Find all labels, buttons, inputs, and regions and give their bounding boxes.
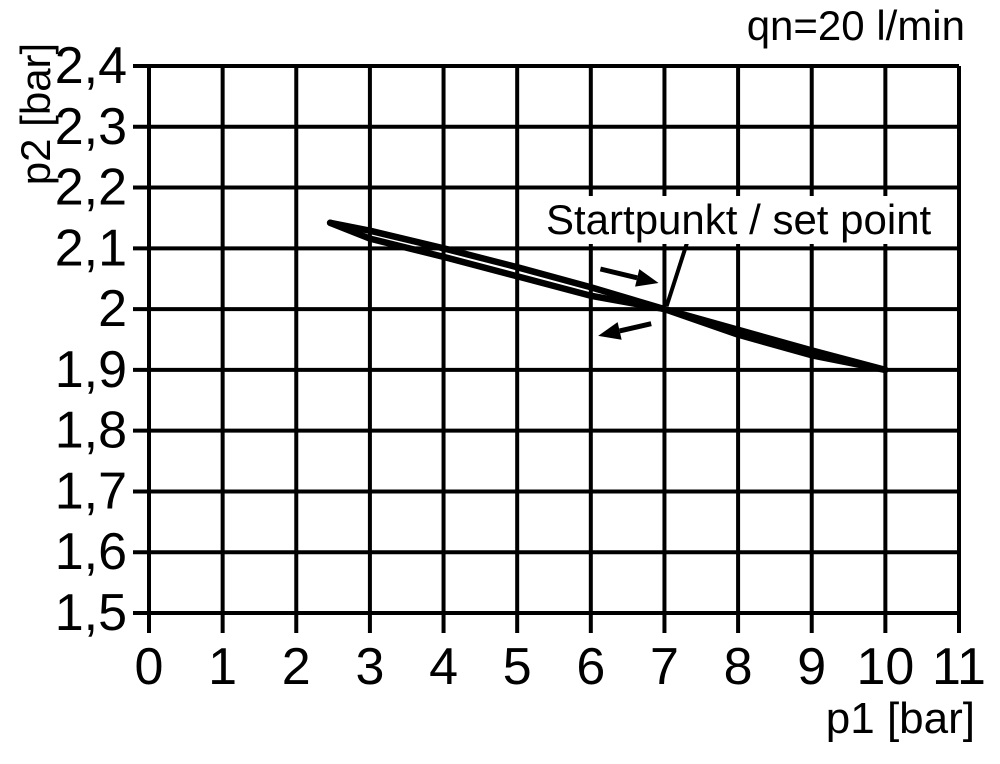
y-tick-label: 1,5 xyxy=(55,584,127,642)
x-tick-label: 3 xyxy=(355,638,384,696)
x-tick-label: 10 xyxy=(856,638,914,696)
direction-arrow-shaft-right xyxy=(599,266,638,281)
x-tick-label: 7 xyxy=(650,638,679,696)
direction-arrow-head-left xyxy=(598,322,622,340)
y-tick-label: 2,4 xyxy=(55,37,127,95)
x-axis-title: p1 [bar] xyxy=(825,694,975,743)
x-tick-label: 11 xyxy=(932,638,986,696)
x-tick-label: 6 xyxy=(576,638,605,696)
y-tick-label: 1,7 xyxy=(55,462,127,520)
annotation-leader-line xyxy=(664,236,691,307)
y-tick-label: 2,3 xyxy=(55,98,127,156)
x-tick-label: 9 xyxy=(797,638,826,696)
y-tick-label: 2 xyxy=(98,280,127,338)
hysteresis-curve xyxy=(326,219,889,374)
direction-arrow-head-right xyxy=(635,269,659,287)
x-tick-label: 2 xyxy=(282,638,311,696)
flow-rate-label: qn=20 l/min xyxy=(746,2,965,49)
direction-arrow-shaft-left xyxy=(619,321,652,334)
x-tick-label: 5 xyxy=(503,638,532,696)
hysteresis-curve xyxy=(326,219,889,374)
y-tick-label: 2,1 xyxy=(55,219,127,277)
y-tick-label: 1,8 xyxy=(55,402,127,460)
y-tick-label: 1,9 xyxy=(55,341,127,399)
y-tick-label: 1,6 xyxy=(55,523,127,581)
x-tick-label: 4 xyxy=(429,638,458,696)
setpoint-annotation: Startpunkt / set point xyxy=(540,196,938,244)
x-tick-label: 1 xyxy=(208,638,237,696)
y-axis-title: p2 [bar] xyxy=(12,42,59,186)
x-tick-label: 0 xyxy=(135,638,164,696)
y-tick-label: 2,2 xyxy=(55,159,127,217)
x-tick-label: 8 xyxy=(724,638,753,696)
